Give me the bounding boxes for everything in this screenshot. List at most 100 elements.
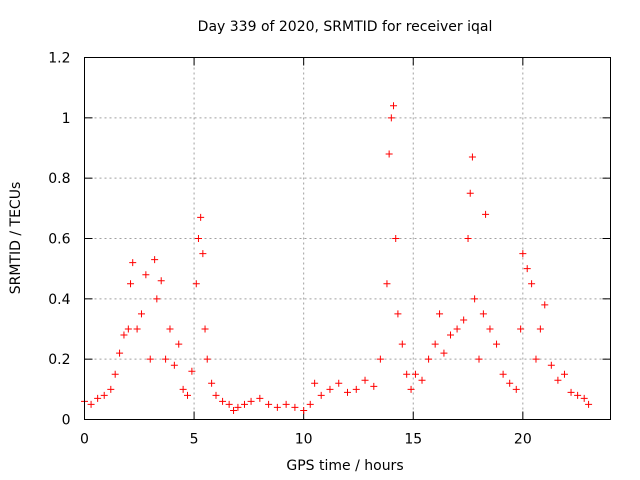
data-point bbox=[468, 153, 476, 161]
data-point bbox=[398, 340, 406, 348]
data-point bbox=[506, 379, 514, 387]
data-point bbox=[225, 400, 233, 408]
data-point bbox=[440, 349, 448, 357]
y-axis-label: SRMTID / TECUs bbox=[8, 182, 24, 295]
data-point bbox=[560, 370, 568, 378]
data-point bbox=[370, 382, 378, 390]
data-point bbox=[425, 355, 433, 363]
data-points bbox=[81, 102, 593, 414]
data-point bbox=[170, 361, 178, 369]
data-point bbox=[184, 391, 192, 399]
data-point bbox=[528, 280, 536, 288]
data-point bbox=[201, 325, 209, 333]
grid-lines bbox=[84, 57, 611, 420]
data-point bbox=[116, 349, 124, 357]
data-point bbox=[120, 331, 128, 339]
data-point bbox=[87, 400, 95, 408]
data-point bbox=[460, 316, 468, 324]
data-point bbox=[111, 370, 119, 378]
data-point bbox=[256, 394, 264, 402]
data-point bbox=[574, 391, 582, 399]
data-point bbox=[192, 280, 200, 288]
data-point bbox=[127, 280, 135, 288]
data-point bbox=[240, 400, 248, 408]
data-point bbox=[300, 406, 308, 414]
data-point bbox=[133, 325, 141, 333]
data-point bbox=[523, 265, 531, 273]
chart-title: Day 339 of 2020, SRMTID for receiver iqa… bbox=[198, 19, 493, 35]
data-point bbox=[129, 259, 137, 267]
data-point bbox=[311, 379, 319, 387]
data-point bbox=[554, 376, 562, 384]
data-point bbox=[475, 355, 483, 363]
data-point bbox=[585, 400, 593, 408]
x-tick-label: 15 bbox=[404, 432, 422, 448]
data-point bbox=[247, 397, 255, 405]
data-point bbox=[486, 325, 494, 333]
data-point bbox=[179, 385, 187, 393]
data-point bbox=[394, 310, 402, 318]
data-point bbox=[166, 325, 174, 333]
data-point bbox=[124, 325, 132, 333]
data-point bbox=[203, 355, 211, 363]
y-tick-label: 0.2 bbox=[48, 352, 70, 368]
y-tick-label: 0 bbox=[62, 413, 71, 429]
data-point bbox=[407, 385, 415, 393]
data-point bbox=[411, 370, 419, 378]
data-point bbox=[390, 102, 398, 110]
data-point bbox=[431, 340, 439, 348]
data-point bbox=[479, 310, 487, 318]
data-point bbox=[146, 355, 154, 363]
data-point bbox=[466, 189, 474, 197]
data-point bbox=[392, 235, 400, 242]
data-point bbox=[403, 370, 411, 378]
data-point bbox=[436, 310, 444, 318]
data-point bbox=[282, 400, 290, 408]
data-point bbox=[453, 325, 461, 333]
data-point bbox=[137, 310, 145, 318]
data-point bbox=[471, 295, 479, 303]
data-point bbox=[157, 277, 165, 285]
x-tick-label: 5 bbox=[190, 432, 199, 448]
data-point bbox=[219, 397, 227, 405]
data-point bbox=[499, 370, 507, 378]
data-point bbox=[547, 361, 555, 369]
data-point bbox=[464, 235, 472, 242]
data-point bbox=[306, 400, 314, 408]
data-point bbox=[519, 250, 527, 258]
data-point bbox=[151, 256, 159, 264]
data-point bbox=[335, 379, 343, 387]
data-point bbox=[230, 406, 238, 414]
x-tick-label: 20 bbox=[514, 432, 532, 448]
data-point bbox=[162, 355, 170, 363]
data-point bbox=[194, 235, 202, 242]
data-point bbox=[188, 367, 196, 375]
x-tick-label: 0 bbox=[80, 432, 89, 448]
data-point bbox=[212, 391, 220, 399]
axis-ticks: 0 0.2 0.4 0.6 0.8 1 1.2 0 5 10 15 20 bbox=[48, 51, 611, 448]
data-point bbox=[326, 385, 334, 393]
data-point bbox=[142, 271, 150, 279]
data-point bbox=[532, 355, 540, 363]
data-point bbox=[352, 385, 360, 393]
y-tick-label: 0.6 bbox=[48, 232, 70, 248]
data-point bbox=[447, 331, 455, 339]
data-point bbox=[317, 391, 325, 399]
y-tick-label: 0.8 bbox=[48, 171, 70, 187]
data-point bbox=[107, 385, 115, 393]
data-point bbox=[199, 250, 207, 258]
data-point bbox=[376, 355, 384, 363]
data-point bbox=[153, 295, 161, 303]
data-point bbox=[197, 213, 205, 221]
data-point bbox=[536, 325, 544, 333]
data-point bbox=[387, 114, 395, 122]
data-point bbox=[175, 340, 183, 348]
data-point bbox=[383, 280, 391, 288]
data-point bbox=[94, 394, 102, 402]
y-tick-label: 0.4 bbox=[48, 292, 70, 308]
data-point bbox=[100, 391, 108, 399]
y-tick-label: 1 bbox=[62, 111, 71, 127]
data-point bbox=[517, 325, 525, 333]
data-point bbox=[580, 394, 588, 402]
